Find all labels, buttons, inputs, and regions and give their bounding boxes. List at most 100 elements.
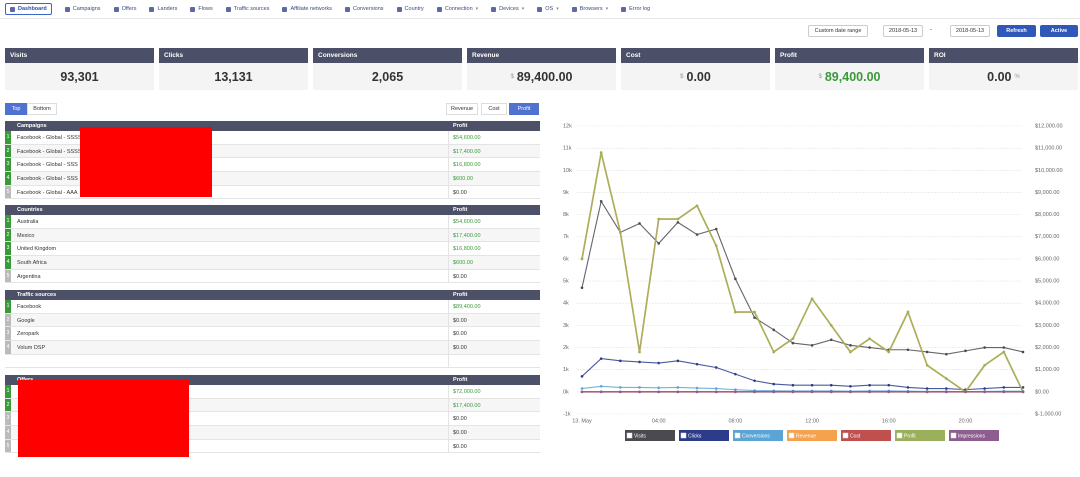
data-point [734,310,737,314]
data-point [849,344,852,347]
y2-tick-label: $2,000.00 [1035,345,1059,351]
stat-prefix: $ [818,73,822,80]
data-point [599,385,603,388]
nav-item[interactable]: Traffic sources [226,6,270,12]
table-row: 3 $0.00 [5,412,540,427]
data-point [657,386,660,390]
nav-item[interactable]: Affiliate networks [282,6,331,12]
divider [448,144,449,158]
tab[interactable]: Top [5,103,27,115]
rank-badge: 1 [5,131,11,144]
tab[interactable]: Bottom [27,103,57,115]
nav-item[interactable]: Devices [491,6,524,12]
rank-badge: 2 [5,313,11,327]
nav-item[interactable]: Browsers [572,6,608,12]
divider [448,256,449,269]
row-profit: $0.00 [453,443,467,450]
legend-item [841,430,891,441]
table-row: 5 $0.00 [5,439,540,454]
row-name: Facebook [17,304,42,310]
nav-item[interactable]: Dashboard [5,3,52,15]
data-point [945,387,948,390]
data-point [714,244,718,247]
data-point [695,204,699,208]
data-point [849,390,852,394]
date-to[interactable]: 2018-05-13 [950,25,990,37]
stat-label: Clicks [159,48,308,63]
data-point [945,377,948,380]
nav-item[interactable]: OS [537,6,558,12]
data-point [1002,346,1006,349]
data-point [964,349,967,353]
data-point [983,387,986,390]
divider [448,313,449,327]
rank-badge: 5 [5,185,11,199]
nav-item[interactable]: Flows [190,6,212,12]
tab[interactable]: Profit [509,103,539,115]
rank-badge: 3 [5,158,11,172]
data-point [714,387,718,390]
series-line [581,199,1024,355]
data-point [829,390,833,394]
y2-tick-label: $5,000.00 [1035,279,1059,285]
row-name: Facebook - Global - SSS [17,162,78,169]
stat-card: Clicks 13,131 [159,48,308,90]
row-name: Google [17,317,35,324]
y-tick-label: 7k [563,234,569,240]
y-tick-label: -1k [563,411,571,417]
nav-item[interactable]: Error log [621,6,650,12]
data-point [638,350,641,354]
y-tick-label: 5k [563,279,569,285]
data-point [829,324,833,327]
legend-checkbox [950,432,957,439]
stat-card: Revenue $89,400.00 [467,48,616,90]
table-header: Campaigns Profit [5,121,540,131]
data-point [676,217,680,221]
data-point [925,363,929,367]
data-point [849,385,852,388]
row-name: Zeropark [17,331,40,338]
legend-checkbox [680,432,687,439]
x-tick-label: 16:00 [882,418,896,424]
nav-item[interactable]: Offers [114,6,137,12]
y2-tick-label: $7,000.00 [1035,234,1059,240]
column-header: Profit [453,123,468,129]
date-separator: - [930,27,932,33]
tab[interactable]: Cost [481,103,507,115]
table: Countries Profit 1 Australia $54,600.00 2 Mexi… [5,205,540,284]
nav-item[interactable]: Landers [149,6,177,12]
row-name: United Kingdom [17,246,57,253]
table-row: 5 Facebook - Global - AAA $0.00 [5,185,540,200]
y-tick-label: 8k [563,212,569,218]
series-line [581,358,1023,391]
row-name: Facebook - Global - SSSS [17,148,82,155]
y2-tick-label: $0.00 [1035,389,1049,395]
status-button[interactable]: Active [1040,25,1078,37]
y2-tick-label: $11,000.00 [1035,146,1062,152]
x-tick-label: 08:00 [729,418,743,424]
row-profit: $0.00 [453,345,467,352]
refresh-button[interactable]: Refresh [997,25,1036,37]
nav-item[interactable]: Campaigns [65,6,101,12]
date-range-select[interactable]: Custom date range [808,25,868,37]
stat-value: 93,301 [60,69,99,84]
table-title: Campaigns [17,123,47,129]
tab[interactable]: Revenue [446,103,478,115]
data-point [945,390,948,394]
rank-badge: 4 [5,256,11,269]
y2-tick-label: $6,000.00 [1035,256,1059,262]
data-point [868,337,871,340]
nav-item[interactable]: Connection [437,6,478,12]
data-point [925,387,929,390]
rank-badge: 1 [5,215,11,228]
nav-item[interactable]: Conversions [345,6,384,12]
legend-label: Profit [904,433,916,439]
data-point [887,350,891,354]
stat-value-row: 13,131 [159,63,308,90]
data-point [657,217,660,221]
legend-item [787,430,837,441]
data-point [676,359,680,363]
data-point [753,379,756,383]
date-from[interactable]: 2018-05-13 [883,25,923,37]
nav-item[interactable]: Country [397,6,424,12]
